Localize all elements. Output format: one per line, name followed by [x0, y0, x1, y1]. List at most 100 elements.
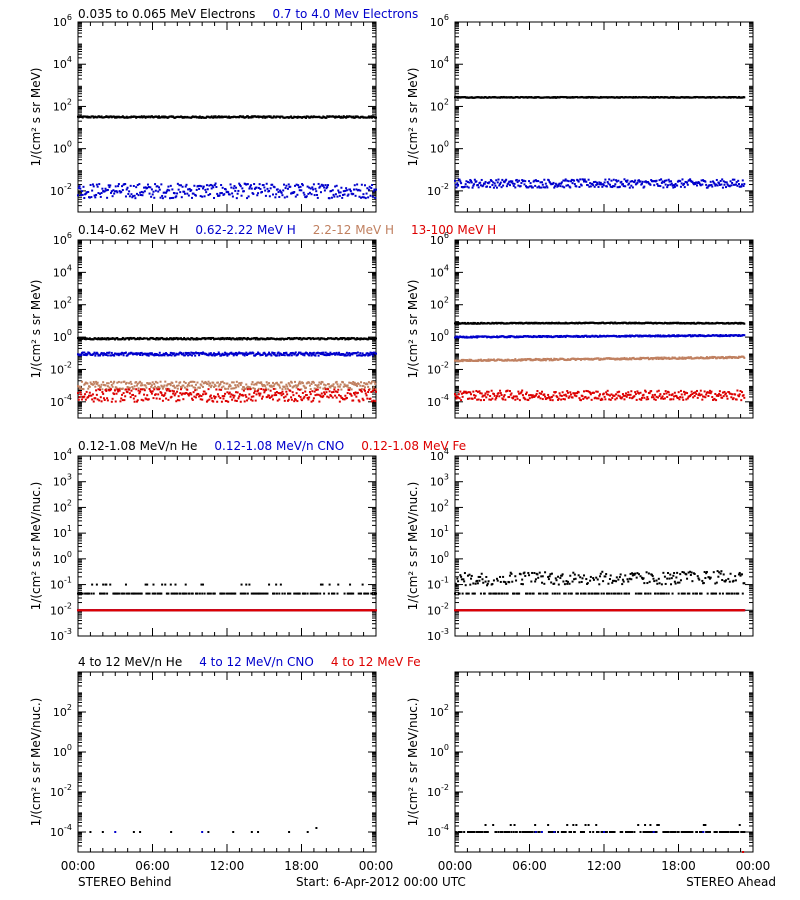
data-point: [100, 383, 103, 386]
data-point: [312, 183, 315, 186]
data-point: [156, 115, 159, 118]
data-point: [317, 354, 320, 357]
data-point: [112, 382, 115, 385]
data-point: [117, 380, 120, 383]
data-point: [288, 354, 291, 357]
data-point: [563, 186, 566, 189]
data-point: [737, 183, 740, 186]
data-point: [279, 189, 282, 192]
data-point: [147, 186, 150, 189]
data-point: [252, 387, 255, 390]
data-point: [110, 380, 113, 383]
data-point: [162, 385, 165, 388]
data-point: [683, 182, 686, 185]
data-point: [169, 337, 172, 340]
data-point: [241, 388, 244, 391]
data-point: [120, 397, 123, 400]
data-point: [165, 389, 168, 392]
data-point: [708, 184, 711, 187]
data-point: [189, 392, 192, 395]
data-point: [331, 396, 334, 399]
data-point: [77, 186, 80, 189]
data-point: [589, 185, 592, 188]
data-point: [257, 381, 260, 384]
data-point: [238, 395, 241, 398]
data-point: [94, 196, 97, 199]
data-point: [235, 391, 238, 394]
data-point: [100, 338, 103, 341]
data-point: [583, 178, 586, 181]
data-point: [469, 359, 472, 362]
data-point: [278, 384, 281, 387]
data-point: [375, 388, 377, 391]
data-point: [264, 116, 267, 119]
data-point: [652, 180, 655, 183]
data-point: [630, 184, 633, 187]
data-point: [711, 185, 714, 188]
data-point: [692, 183, 695, 186]
data-point: [253, 337, 256, 340]
data-point: [273, 352, 276, 355]
data-point: [150, 390, 153, 393]
data-point: [637, 179, 640, 182]
data-point: [257, 351, 260, 354]
data-point: [245, 183, 248, 186]
data-point: [302, 191, 305, 194]
data-series: [77, 115, 377, 119]
data-point: [326, 395, 329, 398]
data-point: [313, 387, 316, 390]
data-point: [77, 392, 79, 395]
data-point: [495, 179, 498, 182]
data-point: [592, 181, 595, 184]
data-point: [209, 386, 212, 389]
data-point: [140, 382, 143, 385]
data-point: [251, 399, 254, 402]
data-point: [216, 192, 219, 195]
data-point: [187, 194, 190, 197]
data-point: [175, 400, 178, 403]
data-point: [236, 384, 239, 387]
data-point: [238, 382, 241, 385]
data-point: [741, 183, 744, 186]
data-point: [461, 360, 464, 363]
data-point: [108, 351, 111, 354]
data-point: [285, 390, 288, 393]
data-point: [363, 389, 366, 392]
data-point: [294, 384, 297, 387]
data-point: [471, 186, 474, 189]
data-point: [232, 396, 235, 399]
data-point: [110, 351, 113, 354]
data-point: [484, 180, 487, 183]
data-point: [220, 388, 223, 391]
data-point: [562, 179, 565, 182]
data-point: [140, 351, 143, 354]
data-point: [628, 334, 631, 337]
data-point: [247, 195, 250, 198]
data-point: [89, 183, 92, 186]
data-point: [201, 352, 204, 355]
data-point: [686, 181, 689, 184]
data-point: [514, 186, 517, 189]
y-tick-base: 10: [53, 100, 67, 113]
data-point: [82, 353, 85, 356]
data-point: [189, 338, 192, 341]
data-point: [136, 184, 139, 187]
data-point: [104, 187, 107, 190]
data-point: [230, 351, 233, 354]
data-point: [346, 384, 349, 387]
data-point: [246, 388, 249, 391]
data-point: [209, 337, 212, 340]
data-point: [246, 115, 249, 118]
data-point: [336, 391, 339, 394]
data-point: [245, 395, 248, 398]
data-point: [95, 380, 98, 383]
data-point: [334, 116, 337, 119]
data-point: [666, 186, 669, 189]
data-point: [220, 337, 223, 340]
data-point: [323, 383, 326, 386]
data-point: [263, 391, 266, 394]
data-point: [491, 184, 494, 187]
data-point: [363, 382, 366, 385]
data-point: [213, 395, 216, 398]
data-point: [544, 357, 547, 360]
